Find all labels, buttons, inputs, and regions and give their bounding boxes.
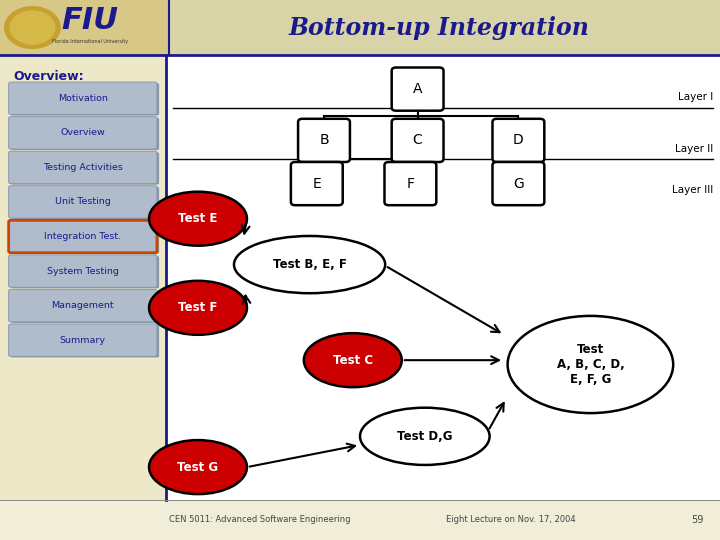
Ellipse shape [304, 333, 402, 387]
FancyBboxPatch shape [492, 119, 544, 162]
FancyBboxPatch shape [392, 119, 444, 162]
FancyBboxPatch shape [392, 68, 444, 111]
Ellipse shape [149, 192, 247, 246]
FancyBboxPatch shape [9, 186, 157, 218]
Text: Overview: Overview [60, 129, 105, 137]
FancyBboxPatch shape [11, 256, 159, 288]
FancyBboxPatch shape [9, 324, 157, 356]
Text: Layer II: Layer II [675, 144, 713, 153]
Ellipse shape [149, 440, 247, 494]
FancyBboxPatch shape [0, 0, 720, 55]
FancyBboxPatch shape [9, 289, 157, 322]
FancyBboxPatch shape [166, 55, 720, 500]
Ellipse shape [508, 316, 673, 413]
Ellipse shape [360, 408, 490, 465]
Text: Eight Lecture on Nov. 17, 2004: Eight Lecture on Nov. 17, 2004 [446, 515, 576, 524]
Text: Motivation: Motivation [58, 94, 108, 103]
Text: Test F: Test F [179, 301, 217, 314]
FancyBboxPatch shape [9, 151, 157, 184]
Text: Test
A, B, C, D,
E, F, G: Test A, B, C, D, E, F, G [557, 343, 624, 386]
Text: A: A [413, 82, 423, 96]
Text: System Testing: System Testing [47, 267, 119, 275]
FancyBboxPatch shape [11, 221, 159, 254]
Text: C: C [413, 133, 423, 147]
FancyBboxPatch shape [492, 162, 544, 205]
Text: Test B, E, F: Test B, E, F [273, 258, 346, 271]
Ellipse shape [149, 281, 247, 335]
Text: Layer I: Layer I [678, 92, 713, 102]
FancyBboxPatch shape [11, 152, 159, 185]
Text: D: D [513, 133, 523, 147]
FancyBboxPatch shape [9, 255, 157, 287]
Text: Test G: Test G [177, 461, 219, 474]
Text: Bottom-up Integration: Bottom-up Integration [289, 16, 590, 39]
Text: Test E: Test E [179, 212, 217, 225]
Ellipse shape [234, 236, 385, 293]
FancyBboxPatch shape [11, 118, 159, 150]
FancyBboxPatch shape [11, 83, 159, 116]
FancyBboxPatch shape [9, 117, 157, 149]
Text: Management: Management [52, 301, 114, 310]
FancyBboxPatch shape [0, 0, 169, 55]
Circle shape [9, 10, 55, 45]
FancyBboxPatch shape [298, 119, 350, 162]
Text: CEN 5011: Advanced Software Engineering: CEN 5011: Advanced Software Engineering [169, 515, 351, 524]
Text: Unit Testing: Unit Testing [55, 198, 111, 206]
Text: Test C: Test C [333, 354, 373, 367]
Text: Summary: Summary [60, 336, 106, 345]
Circle shape [5, 7, 60, 48]
Text: Overview:: Overview: [13, 70, 84, 83]
Text: Florida International University: Florida International University [52, 39, 128, 44]
FancyBboxPatch shape [11, 187, 159, 219]
FancyBboxPatch shape [384, 162, 436, 205]
FancyBboxPatch shape [0, 55, 166, 500]
FancyBboxPatch shape [9, 82, 157, 114]
FancyBboxPatch shape [11, 325, 159, 357]
FancyBboxPatch shape [9, 220, 157, 253]
Text: FIU: FIU [61, 6, 119, 36]
Text: F: F [406, 177, 415, 191]
Text: E: E [312, 177, 321, 191]
Text: 59: 59 [691, 515, 703, 525]
Text: Testing Activities: Testing Activities [43, 163, 122, 172]
Text: Layer III: Layer III [672, 185, 713, 195]
FancyBboxPatch shape [11, 291, 159, 323]
FancyBboxPatch shape [291, 162, 343, 205]
Text: Test D,G: Test D,G [397, 430, 453, 443]
Text: G: G [513, 177, 523, 191]
Text: B: B [319, 133, 329, 147]
Text: Integration Test.: Integration Test. [44, 232, 122, 241]
